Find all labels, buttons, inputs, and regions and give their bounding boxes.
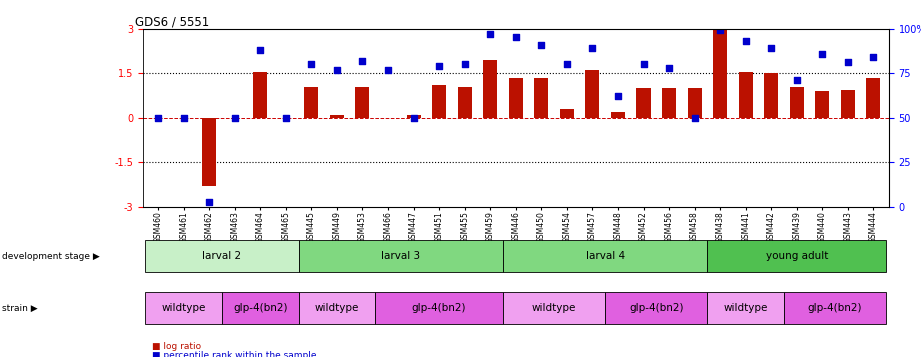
Bar xyxy=(815,91,830,118)
Point xyxy=(841,60,856,65)
FancyBboxPatch shape xyxy=(605,292,707,324)
Bar xyxy=(406,115,421,118)
Point xyxy=(330,67,344,72)
Point xyxy=(611,94,625,99)
Bar xyxy=(508,77,523,118)
Bar xyxy=(764,73,778,118)
Text: wildtype: wildtype xyxy=(724,303,768,313)
Text: strain ▶: strain ▶ xyxy=(2,303,38,312)
Text: development stage ▶: development stage ▶ xyxy=(2,252,99,261)
Point xyxy=(585,45,600,51)
Bar xyxy=(688,88,702,118)
Point xyxy=(356,58,370,64)
Point xyxy=(176,115,191,121)
Point xyxy=(406,115,421,121)
Bar xyxy=(534,77,548,118)
FancyBboxPatch shape xyxy=(503,240,707,272)
Bar xyxy=(304,86,319,118)
FancyBboxPatch shape xyxy=(298,240,503,272)
Point xyxy=(304,61,319,67)
Point xyxy=(227,115,242,121)
Point xyxy=(661,65,676,71)
Point xyxy=(815,51,830,56)
Bar xyxy=(841,90,855,118)
Point xyxy=(151,115,166,121)
Bar xyxy=(713,29,728,118)
Text: glp-4(bn2): glp-4(bn2) xyxy=(629,303,683,313)
Text: larval 2: larval 2 xyxy=(203,251,241,261)
Bar xyxy=(458,86,472,118)
Point xyxy=(508,35,523,40)
FancyBboxPatch shape xyxy=(222,292,298,324)
Text: wildtype: wildtype xyxy=(315,303,359,313)
Point xyxy=(432,63,447,69)
Text: glp-4(bn2): glp-4(bn2) xyxy=(233,303,287,313)
Point xyxy=(866,54,880,60)
Text: larval 3: larval 3 xyxy=(381,251,420,261)
Bar xyxy=(586,70,600,118)
Text: ■ percentile rank within the sample: ■ percentile rank within the sample xyxy=(152,351,317,357)
Point xyxy=(458,61,472,67)
FancyBboxPatch shape xyxy=(375,292,503,324)
Bar xyxy=(611,112,625,118)
Point xyxy=(483,31,497,37)
FancyBboxPatch shape xyxy=(707,292,784,324)
FancyBboxPatch shape xyxy=(298,292,375,324)
Point xyxy=(687,115,702,121)
Bar xyxy=(790,86,804,118)
Text: glp-4(bn2): glp-4(bn2) xyxy=(808,303,862,313)
Bar xyxy=(202,118,216,186)
Point xyxy=(789,77,804,83)
Bar xyxy=(867,77,880,118)
Text: larval 4: larval 4 xyxy=(586,251,624,261)
Text: young adult: young adult xyxy=(765,251,828,261)
Point xyxy=(713,27,728,33)
Point xyxy=(534,42,549,47)
Bar xyxy=(739,72,752,118)
Bar xyxy=(432,85,446,118)
Text: wildtype: wildtype xyxy=(161,303,205,313)
Bar xyxy=(253,72,267,118)
Point xyxy=(739,38,753,44)
Bar xyxy=(636,88,650,118)
Point xyxy=(636,61,651,67)
FancyBboxPatch shape xyxy=(146,292,222,324)
Text: glp-4(bn2): glp-4(bn2) xyxy=(412,303,466,313)
FancyBboxPatch shape xyxy=(784,292,886,324)
Text: wildtype: wildtype xyxy=(532,303,577,313)
Text: ■ log ratio: ■ log ratio xyxy=(152,342,201,351)
Bar xyxy=(330,115,344,118)
FancyBboxPatch shape xyxy=(707,240,886,272)
FancyBboxPatch shape xyxy=(503,292,605,324)
Bar xyxy=(484,60,497,118)
Point xyxy=(764,45,778,51)
Point xyxy=(278,115,293,121)
Bar xyxy=(560,110,574,118)
Text: GDS6 / 5551: GDS6 / 5551 xyxy=(135,16,210,29)
Point xyxy=(380,67,395,72)
Bar xyxy=(662,88,676,118)
Point xyxy=(253,47,268,53)
Bar xyxy=(356,86,369,118)
Point xyxy=(202,199,216,205)
FancyBboxPatch shape xyxy=(146,240,298,272)
Point xyxy=(559,61,574,67)
